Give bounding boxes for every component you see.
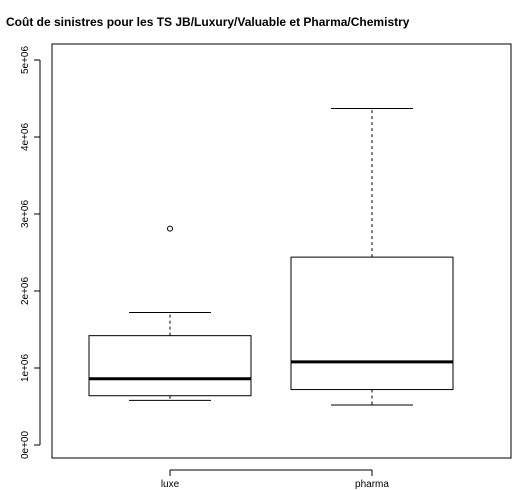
iqr-box-pharma xyxy=(290,256,454,391)
boxes-layer xyxy=(88,108,454,406)
iqr-box-luxe xyxy=(88,335,252,397)
box-luxe xyxy=(88,225,252,401)
x-tick-label-pharma: pharma xyxy=(355,479,389,490)
box-pharma xyxy=(290,108,454,406)
outlier-point-luxe-0 xyxy=(167,225,173,232)
y-tick-label-4: 4e+06 xyxy=(20,123,31,152)
chart-title: Coût de sinistres pour les TS JB/Luxury/… xyxy=(6,15,410,29)
y-axis-ticks: 0e+00 1e+06 2e+06 3e+06 4e+06 5e+06 xyxy=(20,46,40,460)
x-axis-ticks: luxe pharma xyxy=(161,470,389,490)
plot-frame xyxy=(51,43,512,459)
x-tick-label-luxe: luxe xyxy=(161,479,180,490)
y-tick-label-2: 2e+06 xyxy=(20,277,31,306)
y-tick-label-0: 0e+00 xyxy=(20,431,31,460)
y-tick-label-5: 5e+06 xyxy=(20,46,31,75)
y-tick-label-3: 3e+06 xyxy=(20,200,31,229)
y-tick-label-1: 1e+06 xyxy=(20,354,31,383)
